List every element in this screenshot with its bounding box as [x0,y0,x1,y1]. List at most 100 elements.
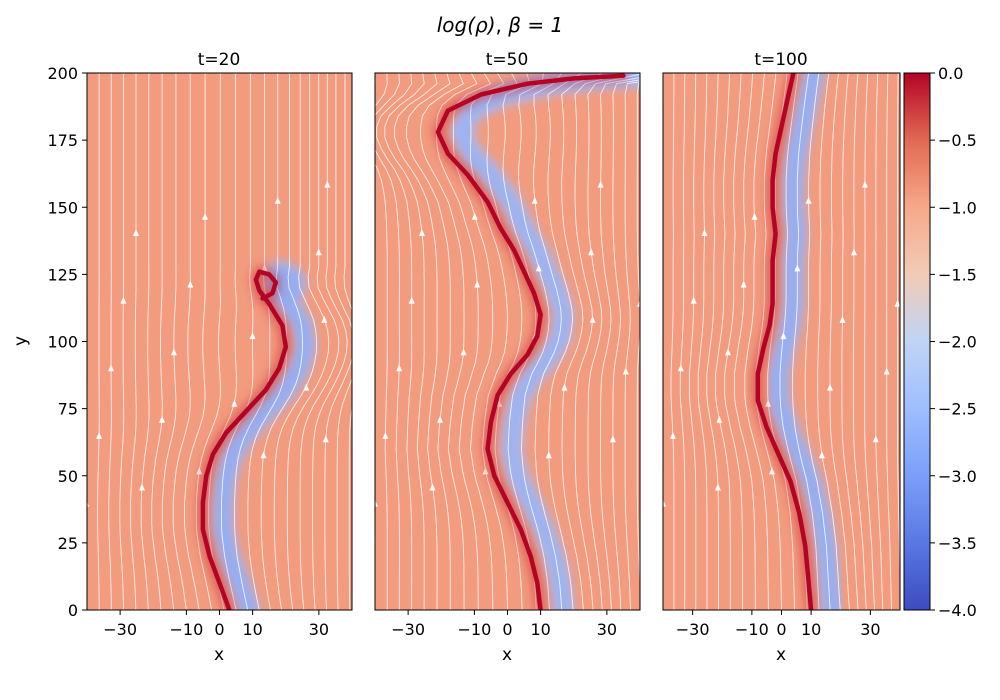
streamline-arrow [322,435,329,443]
streamline-arrow [839,315,846,323]
panel-t100: t=100 −30 −10 0 10 30 x [662,50,901,665]
streamline [733,73,756,610]
colorbar-tick-label: −2.5 [938,400,977,419]
streamline [574,73,625,610]
streamline [547,73,583,610]
low-density-core [218,267,311,610]
streamline [624,81,640,610]
streamline [161,73,177,610]
streamline [312,73,348,610]
streamline [119,73,125,610]
panel-title: t=20 [198,50,241,70]
colorbar-tick-label: −1.5 [938,265,977,284]
y-tick-label: 125 [47,265,78,284]
streamline-arrow [827,383,833,391]
streamline-arrow [249,332,256,340]
streamline-arrow [597,180,604,188]
streamline [221,73,254,610]
streamline [234,73,271,610]
colorbar-tick-label: −1.0 [938,198,977,217]
streamline [435,73,479,610]
streamline-arrow [851,248,857,256]
figure-title: log(ρ), β = 1 [437,13,563,37]
x-tick-label: −30 [391,620,425,639]
y-tick-label: 0 [68,601,78,620]
streamline-arrow [751,212,758,220]
x-tick-label: 0 [214,620,224,639]
colorbar-tick-label: 0.0 [938,64,963,83]
streamline-arrow [482,467,489,475]
streamline [299,73,340,610]
colorbar-tick-label: −3.0 [938,467,977,486]
streamline-arrow [725,348,731,356]
y-tick-label: 100 [47,333,78,352]
y-tick-label: 175 [47,131,78,150]
dense-interface [755,73,814,610]
x-tick-label: 0 [776,620,786,639]
streamline-arrow [120,296,127,304]
panel-title: t=100 [754,50,807,70]
streamline-arrow [588,248,595,256]
streamline-arrow [740,280,747,288]
x-axis-label: x [214,645,224,665]
streamline [792,73,820,610]
streamline-arrow [716,415,723,423]
streamline-arrow [187,280,194,288]
y-tick-label: 25 [58,534,78,553]
streamline [184,73,206,610]
streamline-arrow [159,415,165,423]
streamline-arrow [196,467,203,475]
panel-t20: t=20 −30 −10 0 10 30 0255075100125150175200 … [11,50,358,665]
streamline [375,73,376,610]
streamline [841,73,859,610]
x-tick-label: −10 [169,620,203,639]
streamline-arrow [375,499,378,507]
streamline-arrow [274,196,281,204]
colorbar-tick-label: −2.0 [938,333,977,352]
streamline-arrow [531,196,538,204]
streamline-arrow [861,180,868,188]
x-tick-label: −10 [735,620,769,639]
streamline-arrow [714,483,721,491]
streamline-arrow [231,399,238,407]
x-axis-label: x [776,645,786,665]
title-func: log(ρ) [437,13,496,37]
streamline-arrow [396,364,403,372]
streamline [679,73,686,610]
streamline [172,73,191,610]
streamline [600,77,640,610]
streamline-arrow [87,501,90,507]
streamline-arrow [794,264,801,272]
streamline [518,73,550,610]
streamline-arrow [535,264,542,272]
streamline-arrow [637,299,640,307]
colorbar: 0.0 −0.5 −1.0 −1.5 −2.0 −2.5 −3.0 −3.5 −4.0 [903,64,977,620]
streamline-arrow [474,280,481,288]
streamline [195,73,221,610]
streamline [375,73,388,610]
streamline-arrow [139,483,145,491]
streamline [375,73,400,610]
streamline [384,73,425,610]
streamline [875,73,884,610]
streamline [715,73,731,610]
streamline-arrow [769,467,775,475]
streamline-arrow [170,348,177,356]
streamline [140,73,150,610]
streamline [744,73,769,610]
y-tick-label: 50 [58,467,78,486]
streamline-arrow [663,499,667,507]
streamline-arrow [108,364,114,372]
streamline [336,73,352,610]
streamline [108,73,112,610]
streamline [670,73,675,610]
streamline [406,73,451,610]
streamline [97,73,100,610]
streamline-arrow [352,368,358,375]
streamline-arrow [460,348,467,356]
streamline-arrow [202,212,209,220]
streamline-arrow [133,229,139,236]
streamline-arrow [437,415,444,423]
streamline [886,73,893,610]
x-tick-label: 30 [309,620,329,639]
